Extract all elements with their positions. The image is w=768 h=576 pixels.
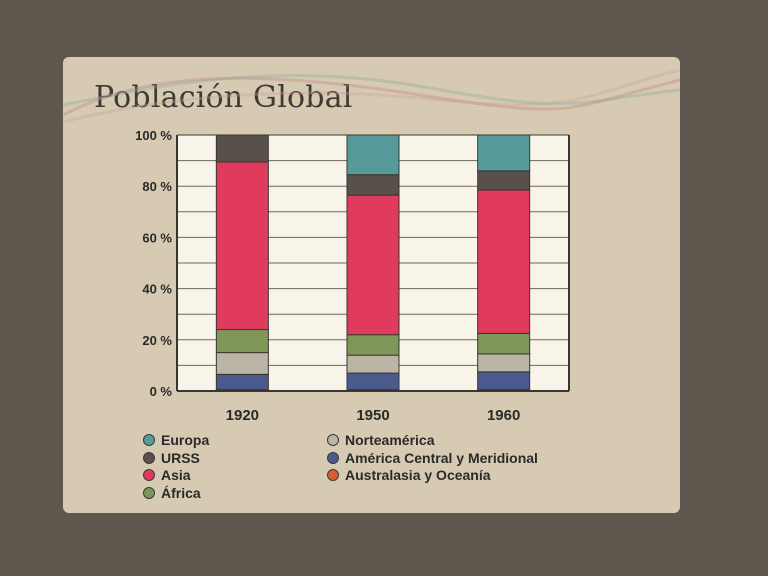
legend-item: Europa — [143, 432, 209, 448]
bar-segment-1950-norteamérica — [346, 354, 400, 374]
legend-label: Norteamérica — [345, 432, 435, 448]
y-tick-label: 40 % — [142, 282, 172, 297]
chart-title: Población Global — [94, 80, 353, 115]
bar-segment-1920-norteamérica — [215, 352, 269, 375]
legend-item: África — [143, 485, 201, 501]
legend-swatch — [143, 486, 155, 499]
bar-segment-1920-asia — [215, 161, 269, 331]
bar-segment-1960-urss — [477, 170, 531, 191]
legend-label: Asia — [161, 467, 191, 483]
bar-segment-1950-áfrica — [346, 334, 400, 356]
y-tick-label: 80 % — [142, 179, 172, 194]
legend-swatch — [143, 434, 155, 446]
legend-item: Norteamérica — [327, 432, 435, 448]
legend-item: Asia — [143, 467, 191, 483]
bar-segment-1950-américa-central-y-meridional — [346, 372, 400, 391]
decor-swoosh-0 — [62, 76, 681, 117]
x-tick-label: 1950 — [356, 407, 389, 424]
legend-label: Australasia y Oceanía — [345, 467, 491, 483]
legend-swatch — [143, 469, 155, 481]
y-tick-label: 0 % — [150, 384, 173, 399]
bar-segment-1960-asia — [477, 189, 531, 334]
y-tick-label: 20 % — [142, 333, 172, 348]
bar-segment-1920-américa-central-y-meridional — [215, 373, 269, 391]
bar-segment-1950-urss — [346, 174, 400, 196]
y-tick-label: 60 % — [142, 230, 172, 245]
bar-segment-1950-europa — [346, 134, 400, 176]
y-tick-label: 100 % — [135, 128, 172, 143]
legend-item: América Central y Meridional — [327, 450, 538, 466]
legend-label: URSS — [161, 449, 200, 466]
bar-segment-1920-urss — [215, 134, 269, 163]
legend-swatch — [143, 451, 155, 464]
legend-swatch — [327, 434, 339, 446]
bar-segment-1960-europa — [477, 134, 531, 172]
decor-swoosh-2 — [62, 68, 681, 124]
bar-segment-1950-asia — [346, 194, 400, 336]
bar-segment-1960-áfrica — [477, 332, 531, 355]
bar-segment-1960-norteamérica — [477, 353, 531, 373]
x-tick-label: 1960 — [487, 407, 520, 424]
legend-swatch — [327, 469, 339, 481]
bar-segment-1960-américa-central-y-meridional — [477, 371, 531, 391]
decor-swoosh-1 — [62, 74, 681, 107]
legend-label: América Central y Meridional — [345, 449, 538, 466]
bar-segment-1920-áfrica — [215, 329, 269, 354]
legend-item: URSS — [143, 450, 200, 466]
legend-item: Australasia y Oceanía — [327, 467, 491, 483]
legend-label: África — [161, 484, 201, 501]
legend-swatch — [327, 451, 339, 464]
legend-label: Europa — [161, 432, 210, 448]
x-tick-label: 1920 — [226, 407, 259, 424]
